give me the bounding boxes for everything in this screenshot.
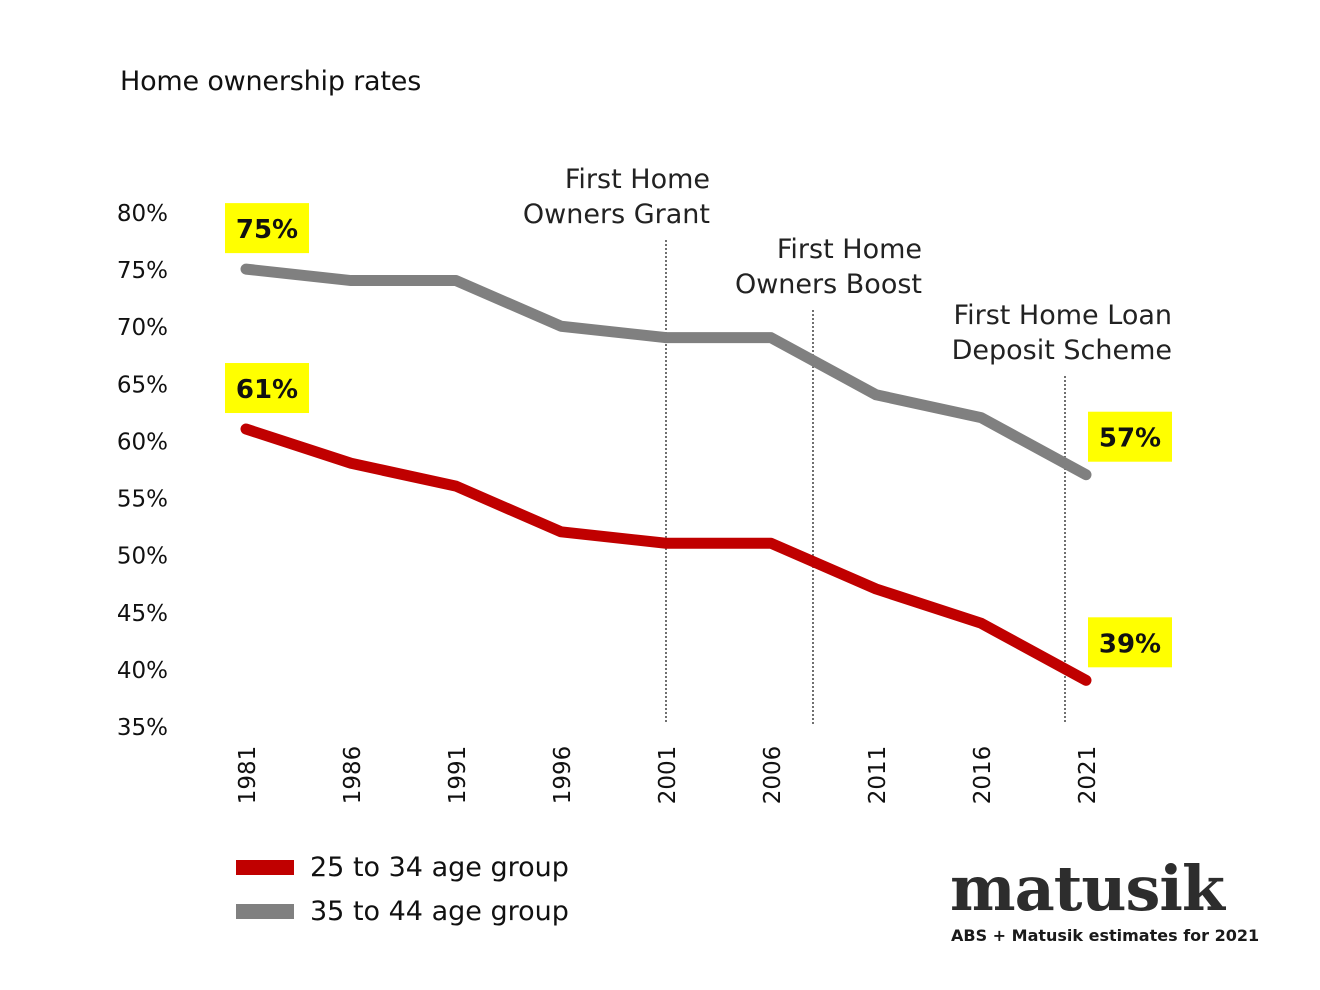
data-label-first: 75% <box>236 215 298 245</box>
data-label-last: 57% <box>1099 424 1161 454</box>
legend-swatch-grey <box>236 904 294 919</box>
data-label-first: 61% <box>236 375 298 405</box>
data-label-last: 39% <box>1099 629 1161 659</box>
x-tick-label: 1991 <box>445 746 471 805</box>
y-tick-label: 35% <box>117 715 168 741</box>
y-tick-label: 75% <box>117 258 168 284</box>
source-note: ABS + Matusik estimates for 2021 <box>951 926 1260 945</box>
y-tick-label: 65% <box>117 372 168 398</box>
annotation-text: Deposit Scheme <box>952 335 1172 366</box>
annotation-text: First Home Loan <box>954 300 1172 331</box>
y-tick-label: 50% <box>117 544 168 570</box>
chart-title: Home ownership rates <box>120 66 422 97</box>
annotation-text: Owners Grant <box>523 199 710 230</box>
x-tick-label: 1996 <box>550 746 576 805</box>
legend-label: 25 to 34 age group <box>310 852 569 883</box>
y-tick-label: 80% <box>117 201 168 227</box>
series-line-35-44 <box>240 263 1092 481</box>
data-label-first-highlight <box>225 203 309 254</box>
series-line-25-34 <box>240 423 1092 686</box>
annotation-text: First Home <box>777 234 922 265</box>
data-label-last-highlight <box>1088 411 1172 462</box>
y-tick-label: 45% <box>117 601 168 627</box>
x-tick-label: 2006 <box>760 746 786 805</box>
y-tick-label: 60% <box>117 429 168 455</box>
data-label-first-highlight <box>225 363 309 414</box>
x-tick-label: 2016 <box>970 746 996 805</box>
legend-label: 35 to 44 age group <box>310 896 569 927</box>
x-tick-label: 2011 <box>865 746 891 805</box>
legend-swatch-red <box>236 860 294 875</box>
y-tick-label: 40% <box>117 658 168 684</box>
data-label-last-highlight <box>1088 617 1172 668</box>
x-tick-label: 2001 <box>655 746 681 805</box>
annotation-text: First Home <box>565 164 710 195</box>
x-tick-label: 1981 <box>235 746 261 805</box>
annotation-text: Owners Boost <box>735 269 922 300</box>
x-tick-label: 2021 <box>1075 746 1101 805</box>
brand-logo: matusik <box>950 852 1225 925</box>
y-tick-label: 70% <box>117 315 168 341</box>
x-tick-label: 1986 <box>340 746 366 805</box>
y-tick-label: 55% <box>117 487 168 513</box>
